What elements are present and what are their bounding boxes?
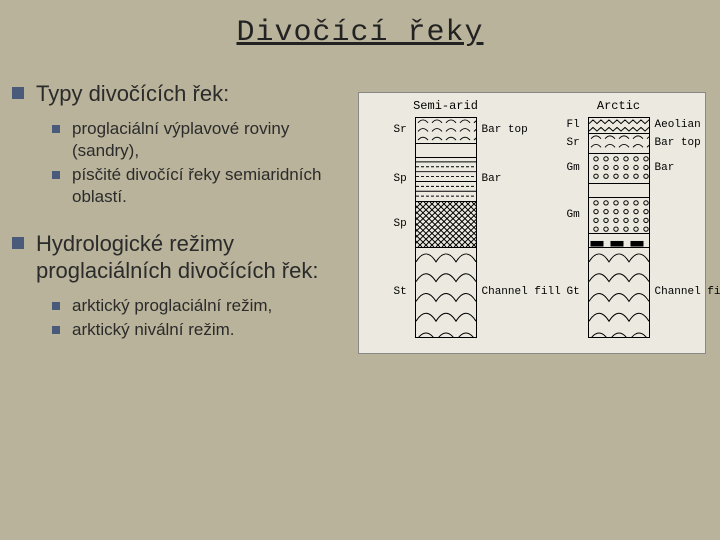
strat-layer	[416, 117, 476, 143]
bullet-large	[12, 237, 24, 249]
facies-label: Bar top	[655, 137, 701, 149]
page-title: Divočící řeky	[0, 0, 720, 60]
facies-code: Gm	[567, 162, 580, 174]
strat-layer	[589, 117, 649, 133]
strat-layer	[416, 143, 476, 157]
facies-code: St	[394, 286, 407, 298]
bullet-small	[52, 302, 60, 310]
strat-column: Semi-aridSrBar topSpBarSpStChannel fill	[359, 93, 532, 353]
bullet-large	[12, 87, 24, 99]
strat-column: ArcticFlAeolianSrBar topGmBarGmGtChannel…	[532, 93, 705, 353]
column-title: Semi-arid	[363, 99, 528, 113]
facies-label: Aeolian	[655, 119, 701, 131]
strat-layer	[416, 201, 476, 247]
strat-layer	[416, 157, 476, 201]
strat-layer	[589, 197, 649, 233]
section-heading: Hydrologické režimy proglaciálních divoč…	[36, 230, 352, 285]
column-title: Arctic	[536, 99, 701, 113]
facies-code: Gm	[567, 209, 580, 221]
strat-layer	[589, 233, 649, 247]
facies-code: Fl	[567, 119, 580, 131]
strat-layer	[416, 247, 476, 337]
list-item: arktický nivální režim.	[72, 319, 234, 341]
facies-code: Sr	[567, 137, 580, 149]
bullet-small	[52, 125, 60, 133]
facies-label: Bar top	[482, 124, 528, 136]
facies-code: Sr	[394, 124, 407, 136]
facies-label: Bar	[655, 162, 675, 174]
text-content: Typy divočících řek: proglaciální výplavo…	[12, 80, 352, 363]
section-heading: Typy divočících řek:	[36, 80, 229, 108]
bullet-small	[52, 326, 60, 334]
facies-code: Sp	[394, 173, 407, 185]
stratigraphy-figure: Semi-aridSrBar topSpBarSpStChannel fillA…	[358, 92, 706, 354]
list-item: arktický proglaciální režim,	[72, 295, 272, 317]
facies-code: Gt	[567, 286, 580, 298]
list-item: písčité divočící řeky semiaridních oblas…	[72, 164, 352, 208]
facies-code: Sp	[394, 218, 407, 230]
strat-layer	[589, 247, 649, 337]
bullet-small	[52, 171, 60, 179]
facies-label: Bar	[482, 173, 502, 185]
strat-layer	[589, 183, 649, 197]
strat-layer	[589, 133, 649, 153]
facies-label: Channel fill	[655, 286, 720, 298]
list-item: proglaciální výplavové roviny (sandry),	[72, 118, 352, 162]
strat-layer	[589, 153, 649, 183]
